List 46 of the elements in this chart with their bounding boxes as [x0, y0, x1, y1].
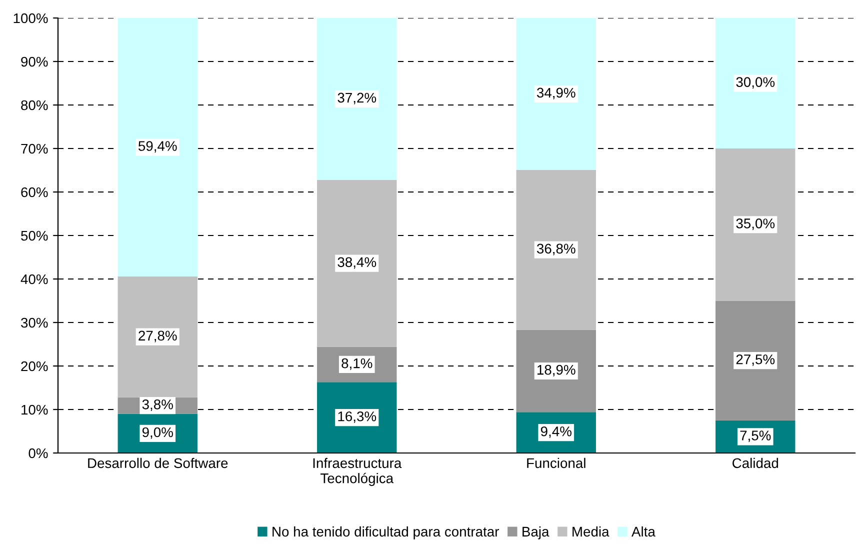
legend-label: Baja [522, 526, 550, 540]
data-label: 27,8% [138, 330, 177, 342]
bar [317, 180, 397, 347]
data-label: 8,1% [342, 358, 372, 370]
x-tick-label: Infraestructura Tecnológica [313, 458, 402, 486]
bar [516, 18, 596, 170]
data-label: 36,8% [536, 244, 576, 256]
data-label: 9,4% [540, 426, 572, 438]
y-tick-label: 30% [21, 318, 48, 328]
legend-label: No ha tenido dificultad para contratar [272, 526, 499, 540]
bar [716, 300, 796, 420]
bar [317, 382, 397, 453]
data-label: 3,8% [142, 399, 173, 411]
x-tick-label: Funcional [527, 458, 586, 468]
y-tick-label: 80% [21, 100, 48, 110]
data-label: 34,9% [536, 88, 576, 100]
data-label: 27,5% [736, 354, 775, 366]
bar [716, 18, 796, 148]
bar [516, 330, 596, 412]
legend-label: Alta [632, 526, 656, 537]
bar [317, 18, 397, 180]
data-label: 59,4% [138, 141, 177, 153]
bar [118, 276, 198, 398]
x-tick-label: Calidad [732, 458, 778, 468]
y-tick-label: 50% [21, 230, 48, 241]
y-tick-label: 40% [20, 274, 48, 284]
y-tick-label: 10% [22, 404, 48, 415]
y-tick-label: 0% [28, 448, 48, 458]
data-label: 37,2% [338, 92, 376, 104]
bar [118, 18, 198, 276]
y-tick-label: 90% [21, 56, 48, 67]
data-label: 18,9% [537, 364, 576, 376]
bar [516, 170, 596, 330]
data-label: 35,0% [736, 218, 775, 230]
data-label: 16,3% [338, 411, 376, 423]
x-tick-label: Desarrollo de Software [88, 458, 228, 468]
data-label: 9,0% [142, 427, 173, 439]
y-tick-label: 100% [14, 13, 48, 24]
data-label: 7,5% [740, 430, 771, 442]
legend-label: Media [572, 526, 610, 537]
y-tick-label: 60% [21, 187, 48, 198]
data-label: 30,0% [736, 77, 775, 89]
y-tick-label: 20% [21, 361, 48, 372]
y-tick-label: 70% [21, 144, 48, 154]
bar [716, 148, 796, 301]
data-label: 38,4% [338, 257, 376, 269]
